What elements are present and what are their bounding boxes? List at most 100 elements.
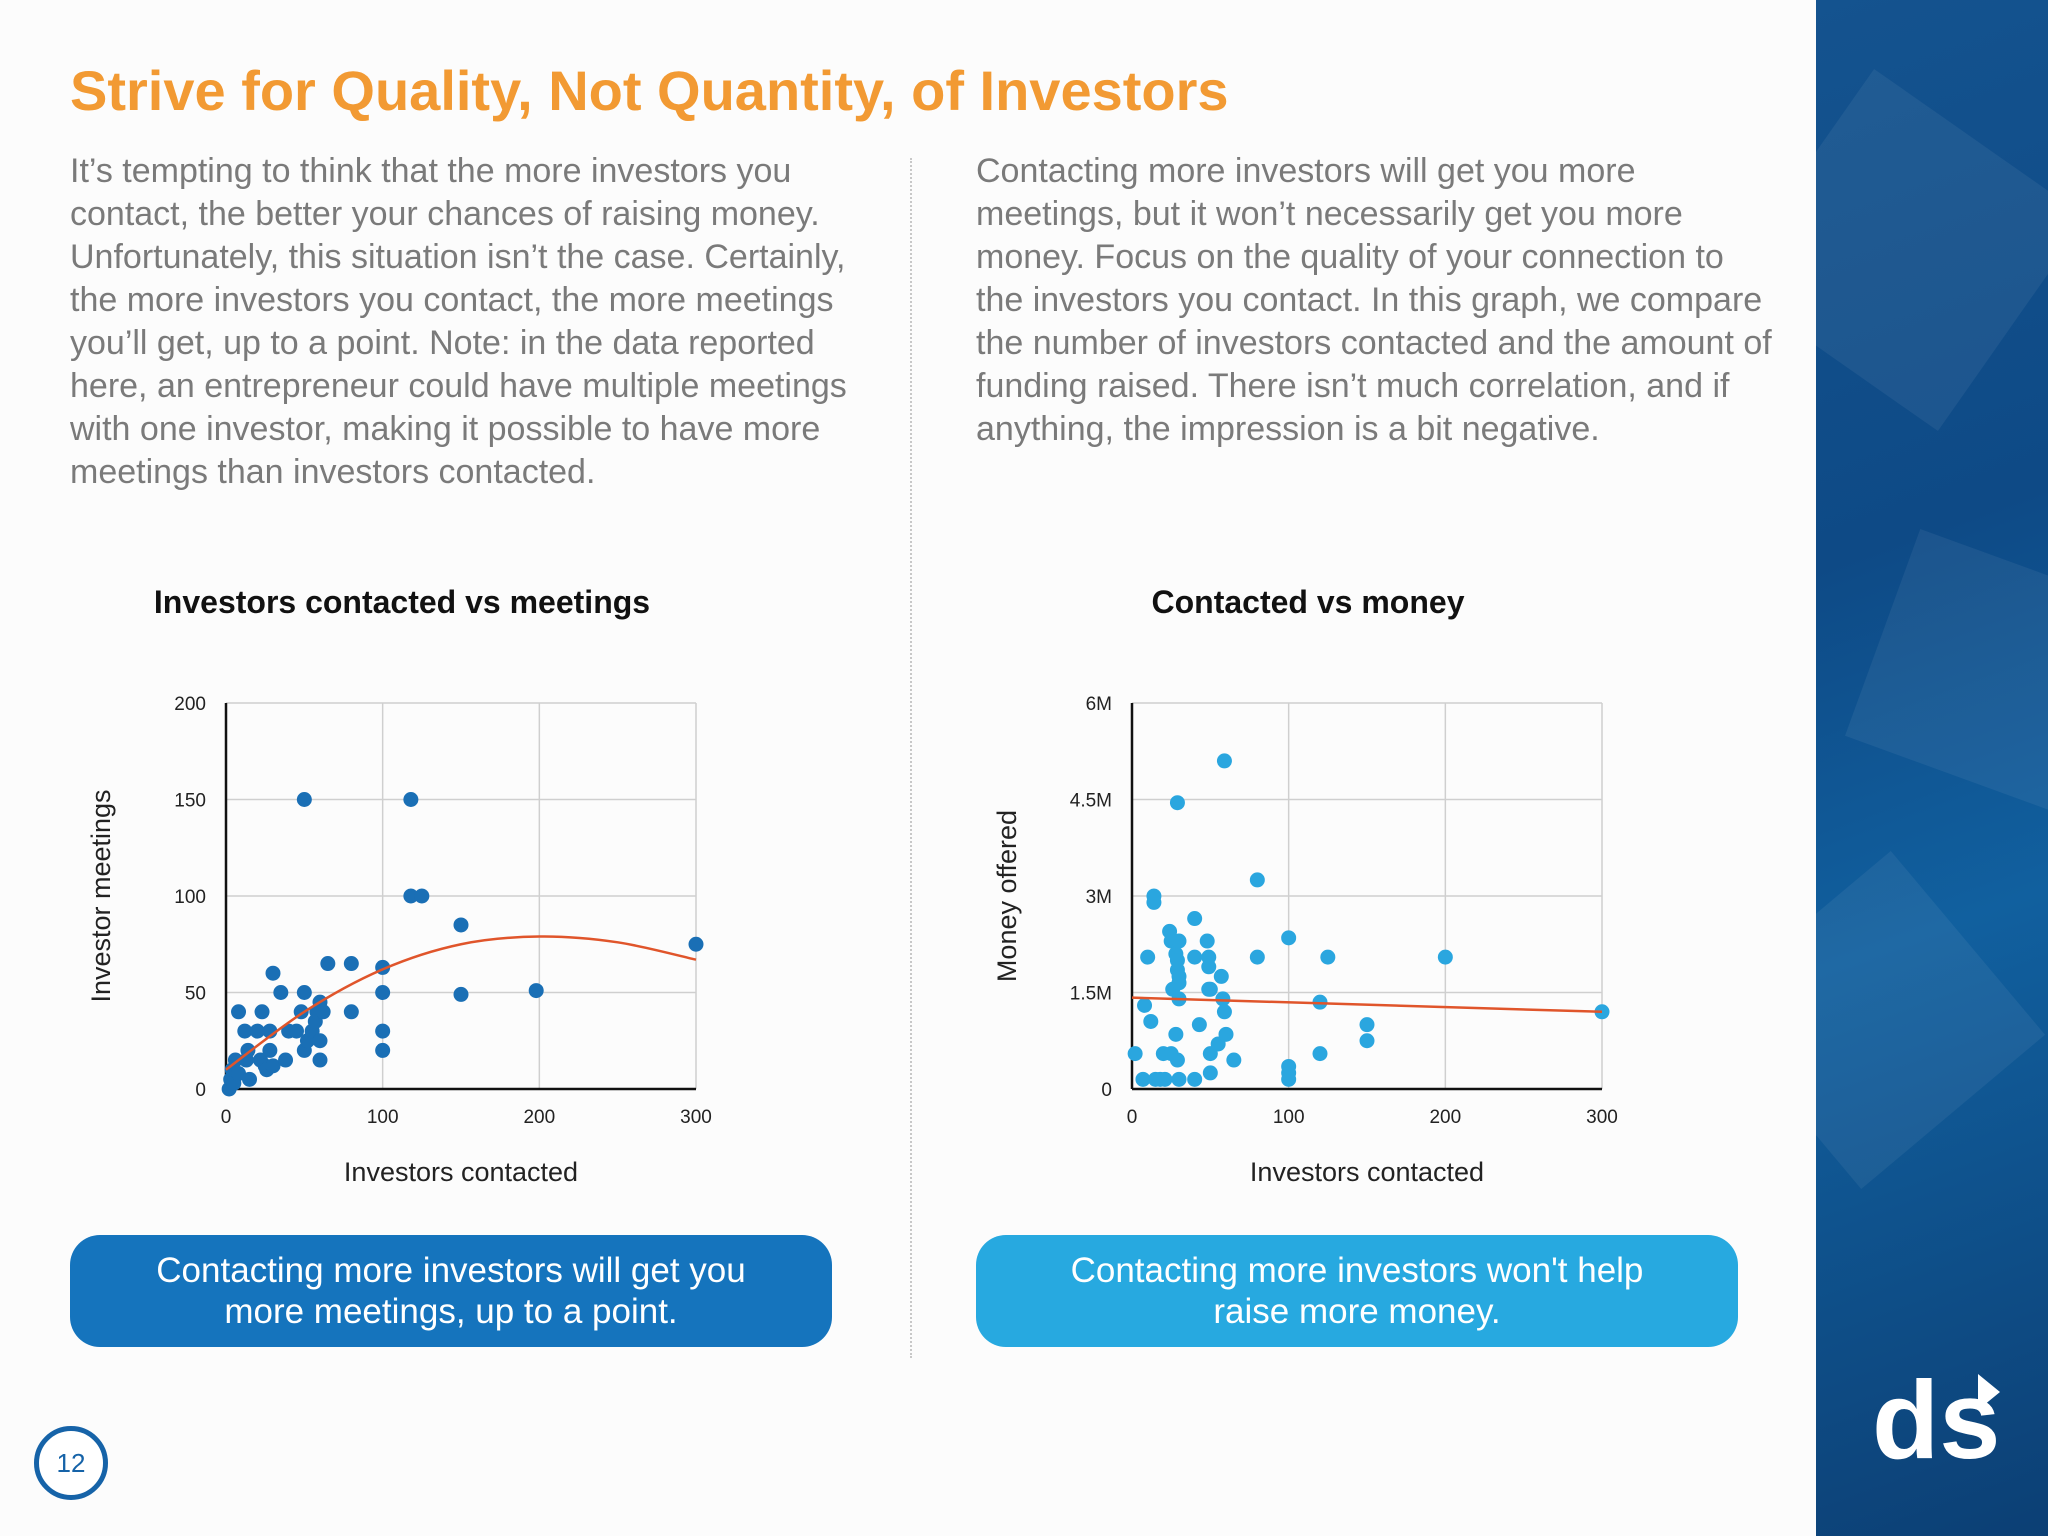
sidebar-facet	[1816, 68, 2048, 432]
trendline	[1131, 996, 1603, 1014]
data-point	[1187, 911, 1203, 927]
data-point	[1320, 949, 1336, 965]
data-point	[1249, 872, 1265, 888]
data-point	[1201, 959, 1217, 975]
data-point	[296, 985, 312, 1000]
data-point	[242, 1071, 257, 1087]
data-point	[265, 1058, 281, 1074]
data-point	[240, 1042, 256, 1058]
data-point	[1187, 949, 1203, 965]
data-point	[1140, 949, 1156, 965]
data-point	[265, 965, 281, 981]
data-point	[1226, 1052, 1242, 1068]
page-title: Strive for Quality, Not Quantity, of Inv…	[70, 59, 1229, 122]
x-tick-label: 0	[221, 1107, 232, 1128]
data-point	[1218, 1026, 1234, 1042]
data-point	[312, 1052, 328, 1068]
sidebar-facet	[1845, 529, 2048, 811]
data-point	[1281, 1071, 1297, 1087]
data-point	[403, 888, 419, 904]
left-callout-text: Contacting more investors will get you m…	[156, 1251, 746, 1331]
data-point	[403, 792, 419, 807]
x-tick-label: 200	[523, 1107, 555, 1128]
data-point	[296, 792, 312, 807]
chart-title: Investors contacted vs meetings	[154, 584, 650, 620]
y-tick-label: 3M	[1086, 887, 1112, 908]
data-point	[1187, 1071, 1203, 1087]
x-tick-label: 0	[1127, 1107, 1138, 1128]
data-point	[375, 1042, 391, 1058]
left-paragraph: It’s tempting to think that the more inv…	[70, 152, 847, 491]
data-point	[1168, 1026, 1184, 1042]
data-point	[1191, 1017, 1207, 1033]
data-point	[375, 985, 391, 1000]
data-point	[231, 1004, 247, 1020]
data-point	[1312, 1046, 1328, 1062]
data-point	[1202, 1065, 1218, 1081]
data-point	[1281, 930, 1297, 946]
data-point	[249, 1023, 265, 1039]
y-tick-label: 50	[185, 984, 206, 1005]
data-point	[1143, 1013, 1159, 1029]
y-tick-label: 0	[1101, 1080, 1112, 1101]
data-point	[1359, 1033, 1375, 1049]
data-point	[227, 1052, 243, 1068]
data-point	[375, 1023, 391, 1039]
x-tick-label: 200	[1429, 1107, 1461, 1128]
data-point	[688, 936, 704, 952]
data-point	[453, 917, 469, 933]
y-axis-label: Investor meetings	[86, 789, 116, 1002]
sidebar-decoration: ds	[1816, 0, 2048, 1536]
data-point	[1171, 933, 1187, 949]
x-axis-label: Investors contacted	[1250, 1157, 1484, 1187]
x-tick-label: 100	[1273, 1107, 1305, 1128]
data-point	[1199, 933, 1215, 949]
data-point	[320, 956, 336, 972]
data-point	[237, 1023, 253, 1039]
x-tick-label: 300	[680, 1107, 712, 1128]
data-point	[312, 1033, 328, 1049]
meetings-chart: Investors contacted vs meetings 0 100 200 30…	[70, 560, 830, 1200]
y-tick-label: 150	[174, 791, 206, 812]
money-chart: Contacted vs money 0 100 200 300 0 1.5M 3M 4.5M 6…	[976, 560, 1736, 1200]
sidebar-facet	[1816, 850, 2046, 1190]
data-point	[1359, 1017, 1375, 1033]
left-callout: Contacting more investors will get you m…	[70, 1235, 832, 1347]
column-divider	[910, 158, 912, 1358]
data-point	[528, 983, 544, 999]
data-point	[1213, 968, 1229, 984]
data-point	[262, 1042, 278, 1058]
data-point	[1202, 981, 1218, 997]
y-tick-label: 0	[195, 1080, 206, 1101]
right-callout: Contacting more investors won't help rai…	[976, 1235, 1738, 1347]
right-paragraph: Contacting more investors will get you m…	[976, 152, 1772, 448]
x-axis-label: Investors contacted	[344, 1157, 578, 1187]
x-tick-label: 100	[367, 1107, 399, 1128]
money-chart-svg: Contacted vs money 0 100 200 300 0 1.5M 3M 4.5M 6…	[992, 584, 1618, 1187]
data-point	[1169, 1052, 1185, 1068]
data-point	[1216, 753, 1232, 769]
y-tick-label: 4.5M	[1070, 791, 1112, 812]
data-point	[414, 888, 430, 904]
data-point	[1215, 991, 1231, 1007]
data-point	[1249, 949, 1265, 965]
data-point	[1137, 997, 1153, 1013]
y-tick-label: 200	[174, 694, 206, 715]
data-point	[273, 985, 289, 1000]
data-point	[289, 1023, 304, 1039]
data-point	[453, 986, 469, 1002]
trendline	[225, 935, 697, 1071]
right-callout-text: Contacting more investors won't help rai…	[1070, 1251, 1644, 1331]
meetings-chart-svg: Investors contacted vs meetings 0 100 200 30…	[86, 584, 712, 1187]
data-point	[1135, 1071, 1151, 1087]
data-point	[315, 1004, 331, 1020]
data-point	[1157, 1071, 1173, 1087]
data-point	[1171, 1071, 1187, 1087]
x-tick-label: 300	[1586, 1107, 1618, 1128]
y-tick-label: 6M	[1086, 694, 1112, 715]
y-tick-label: 1.5M	[1070, 984, 1112, 1005]
y-axis-label: Money offered	[992, 810, 1022, 982]
data-point	[343, 956, 359, 972]
data-point	[254, 1004, 270, 1020]
data-point	[1127, 1046, 1143, 1062]
